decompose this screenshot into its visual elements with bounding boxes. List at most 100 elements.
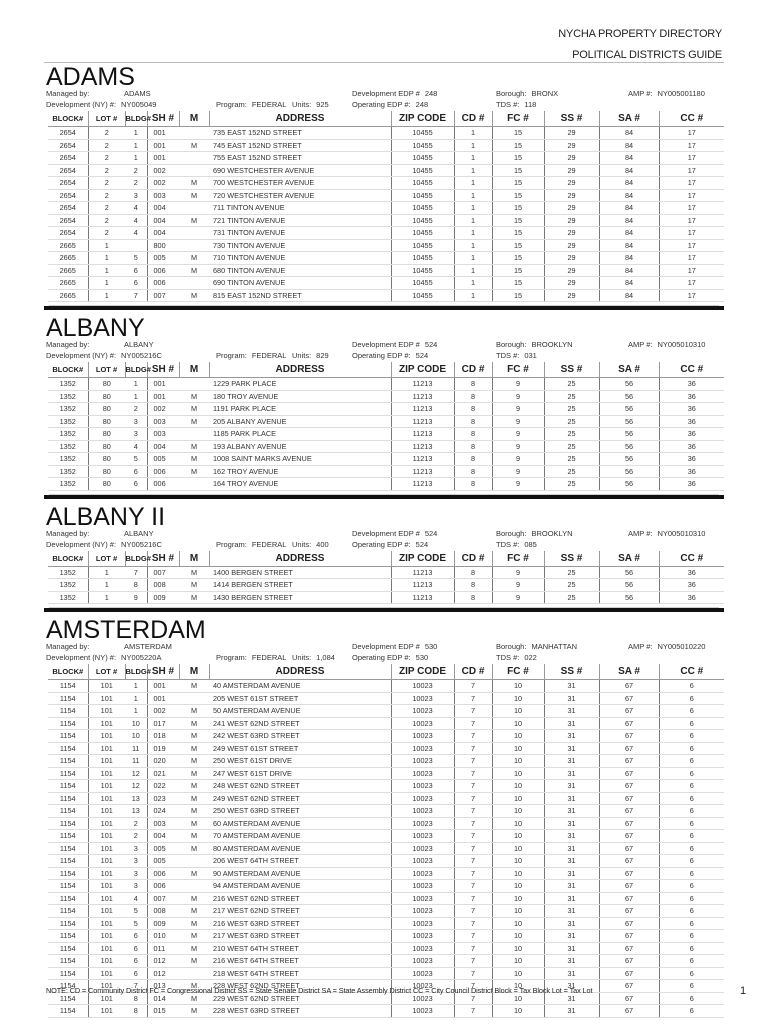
table-cell: [179, 477, 209, 491]
table-cell: 6: [658, 729, 724, 743]
table-cell: 10023: [390, 917, 454, 930]
amp-label: AMP #:: [628, 642, 653, 651]
table-cell: 8: [453, 477, 492, 491]
table-cell: 002: [146, 402, 179, 416]
table-cell: 11213: [390, 591, 454, 604]
table-cell: [179, 967, 209, 980]
table-row: 1154 101 5 009 M 216 WEST 63RD STREET 10023 7 10…: [48, 917, 724, 930]
table-row: 1154 101 1 001 M 40 AMSTERDAM AVENUE 10023 7 10 3…: [48, 679, 724, 693]
table-cell: 1154: [48, 992, 88, 1005]
table-cell: 84: [598, 139, 659, 152]
district-table: BLOCK# LOT # BLDG# SH # M ADDRESS ZIP CODE CD #…: [48, 550, 724, 605]
table-header: BLOCK# LOT # BLDG# SH # M ADDRESS ZIP CODE CD #…: [48, 664, 724, 680]
table-cell: 6: [658, 829, 724, 843]
table-cell: M: [179, 1004, 209, 1018]
table-cell: 31: [543, 879, 599, 893]
dev-edp-value: 524: [424, 340, 438, 349]
table-cell: 31: [543, 829, 599, 843]
table-cell: 004: [146, 214, 179, 227]
table-cell: 10: [491, 779, 544, 793]
table-cell: 1352: [48, 402, 88, 416]
table-cell: [179, 377, 209, 391]
table-cell: 730 TINTON AVENUE: [209, 239, 391, 252]
dev-ny-field: Development (NY) #: NY005220A: [46, 653, 161, 662]
table-cell: 67: [598, 867, 659, 880]
table-cell: 67: [598, 704, 659, 718]
table-cell: 7: [453, 792, 492, 805]
column-header: LOT #: [87, 664, 125, 680]
table-cell: 56: [598, 591, 659, 604]
table-cell: 10023: [390, 754, 454, 768]
table-row: 1154 101 10 018 M 242 WEST 63RD STREET 10023 7 1…: [48, 729, 724, 743]
table-cell: 007: [146, 892, 179, 905]
table-cell: 1: [453, 276, 492, 290]
table-cell: 101: [87, 917, 125, 930]
table-row: 1154 101 3 005 M 80 AMSTERDAM AVENUE 10023 7 10 3…: [48, 842, 724, 855]
table-cell: [179, 201, 209, 215]
table-cell: 1: [453, 176, 492, 190]
op-edp-value: 524: [415, 351, 429, 360]
table-row: 1154 101 1 001 205 WEST 61ST STREET 10023 7 10 3…: [48, 692, 724, 705]
table-cell: 80 AMSTERDAM AVENUE: [209, 842, 391, 855]
district-table: BLOCK# LOT # BLDG# SH # M ADDRESS ZIP CODE CD #…: [48, 111, 724, 302]
table-cell: 10455: [390, 264, 454, 277]
column-header: SS #: [543, 664, 599, 680]
table-cell: 2: [87, 176, 125, 190]
table-cell: 001: [146, 151, 179, 165]
table-cell: 11213: [390, 452, 454, 466]
table-cell: 006: [146, 465, 179, 478]
table-row: 1352 80 3 003 M 205 ALBANY AVENUE 11213 8 9 25 56 3…: [48, 415, 724, 428]
table-cell: 36: [658, 440, 724, 453]
table-cell: 10023: [390, 1004, 454, 1018]
table-cell: 29: [543, 126, 599, 140]
table-cell: M: [179, 742, 209, 755]
table-cell: 248 WEST 62ND STREET: [209, 779, 391, 793]
table-cell: 31: [543, 867, 599, 880]
table-cell: 001: [146, 679, 179, 693]
table-cell: 10: [491, 692, 544, 705]
table-cell: 10023: [390, 804, 454, 818]
units-label: Units:: [292, 539, 312, 549]
table-cell: 101: [87, 892, 125, 905]
table-cell: 15: [491, 226, 544, 240]
table-cell: 56: [598, 452, 659, 466]
op-edp-field: Operating EDP #: 530: [352, 653, 428, 662]
table-cell: 10455: [390, 276, 454, 290]
table-cell: 10023: [390, 779, 454, 793]
column-header: CC #: [658, 550, 724, 567]
table-cell: 1154: [48, 829, 88, 843]
table-cell: 10: [125, 729, 147, 743]
table-cell: 84: [598, 226, 659, 240]
table-cell: 1: [125, 126, 147, 140]
table-cell: 80: [87, 440, 125, 453]
table-cell: 84: [598, 239, 659, 252]
info-line: Development (NY) #: NY005049 Program: FEDER…: [44, 100, 724, 111]
table-cell: 84: [598, 126, 659, 140]
table-cell: 67: [598, 854, 659, 868]
district-table: BLOCK# LOT # BLDG# SH # M ADDRESS ZIP CODE CD #…: [48, 362, 724, 491]
table-cell: 1352: [48, 427, 88, 441]
column-header: BLDG#: [124, 362, 151, 378]
table-cell: 10455: [390, 239, 454, 252]
borough-field: Borough: MANHATTAN: [496, 642, 577, 651]
table-cell: 25: [543, 440, 599, 453]
table-cell: 29: [543, 289, 599, 302]
table-cell: M: [179, 892, 209, 905]
program-label: Program:: [216, 653, 247, 662]
table-row: 2654 2 2 002 690 WESTCHESTER AVENUE 10455 1 15 2…: [48, 164, 724, 177]
column-header: SS #: [543, 550, 599, 567]
table-cell: 1154: [48, 979, 88, 993]
table-cell: 15: [491, 151, 544, 165]
table-cell: 84: [598, 189, 659, 202]
table-cell: 67: [598, 829, 659, 843]
table-cell: M: [179, 929, 209, 943]
table-cell: 10455: [390, 164, 454, 177]
column-header: M: [178, 664, 209, 680]
table-cell: 10455: [390, 289, 454, 302]
table-cell: 31: [543, 892, 599, 905]
managed-by-label: Managed by:: [46, 89, 90, 98]
info-line: Managed by: AMSTERDAM Development EDP # 530…: [44, 642, 724, 653]
table-cell: 218 WEST 64TH STREET: [209, 967, 391, 980]
table-cell: [179, 854, 209, 868]
table-row: 1154 101 6 011 M 210 WEST 64TH STREET 10023 7 10…: [48, 942, 724, 955]
